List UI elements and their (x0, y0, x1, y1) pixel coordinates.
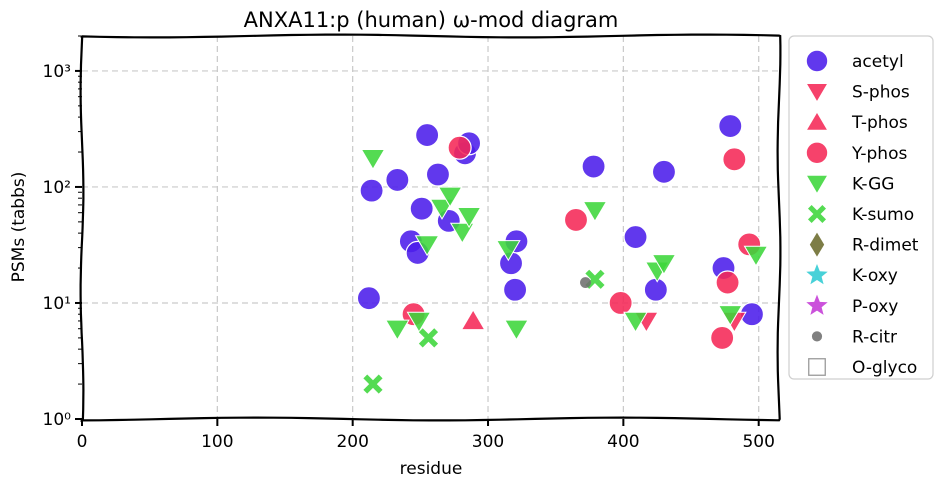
x-tick-label: 400 (607, 432, 639, 452)
legend-marker (806, 264, 828, 285)
x-axis-label: residue (400, 459, 463, 479)
data-point-acetyl (643, 277, 668, 302)
data-point-k-gg (504, 319, 529, 341)
data-point-y-phos (715, 270, 740, 295)
data-point-k-gg (414, 235, 440, 257)
grid-lines (82, 36, 779, 419)
y-axis-ticks: 10⁰ 10¹ 10² 10³ (43, 35, 82, 430)
legend-label: T-phos (851, 113, 908, 133)
data-point-acetyl (356, 286, 382, 311)
data-point-k-gg (651, 254, 677, 276)
data-point-k-gg (743, 245, 769, 267)
legend-marker (805, 141, 829, 165)
data-point-k-gg (360, 149, 386, 171)
y-tick-label: 10³ (43, 62, 71, 82)
legend-box (788, 35, 934, 380)
data-point-k-gg (384, 319, 410, 341)
data-point-acetyl (623, 224, 648, 250)
data-point-k-gg (406, 311, 432, 333)
data-point-y-phos (710, 325, 735, 351)
data-point-y-phos (722, 147, 747, 172)
legend-marker (805, 49, 829, 73)
x-tick-label: 500 (742, 432, 774, 452)
legend-label: K-sumo (852, 205, 914, 225)
data-point-acetyl (425, 162, 451, 187)
data-point-k-gg (437, 186, 463, 208)
legend: acetyl S-phos T-phos Y-phos K-GG K-sumo R-dime… (788, 35, 934, 380)
legend-marker (805, 83, 829, 103)
data-point-acetyl (414, 122, 440, 148)
data-point-k-gg (582, 201, 608, 223)
data-point-k-gg (623, 311, 648, 333)
data-point-y-phos (563, 207, 589, 233)
legend-label: R-dimet (852, 236, 919, 256)
data-point-acetyl (502, 277, 528, 302)
data-point-k-gg (456, 207, 482, 229)
data-point-k-sumo (418, 328, 439, 348)
legend-items: acetyl S-phos T-phos Y-phos K-GG K-sumo R-dime… (805, 49, 919, 378)
data-point-r-citr (580, 277, 591, 288)
x-axis-ticks: 0 100 200 300 400 500 (77, 419, 775, 452)
x-tick-label: 300 (472, 432, 504, 452)
x-tick-label: 100 (201, 432, 233, 452)
x-tick-label: 0 (77, 432, 88, 452)
legend-label: S-phos (852, 83, 910, 103)
legend-label: O-glyco (852, 358, 917, 378)
legend-marker (805, 174, 829, 195)
y-tick-label: 10² (43, 178, 71, 198)
legend-marker (808, 358, 826, 376)
data-point-acetyl (409, 196, 434, 221)
data-point-acetyl (651, 159, 677, 184)
plot-frame (79, 33, 782, 422)
data-point-t-phos (460, 309, 486, 331)
data-point-acetyl (581, 154, 606, 179)
data-points (356, 113, 769, 394)
legend-label: acetyl (852, 52, 904, 72)
x-tick-label: 200 (336, 432, 368, 452)
legend-marker (809, 232, 825, 257)
data-point-acetyl (385, 167, 410, 193)
data-point-k-sumo (363, 374, 383, 394)
legend-label: K-GG (852, 174, 894, 194)
data-point-y-phos (608, 290, 633, 316)
legend-marker (806, 294, 828, 315)
y-axis-label: PSMs (tabbs) (9, 172, 29, 283)
data-point-k-gg (429, 198, 455, 220)
data-point-k-gg (717, 305, 743, 327)
data-point-acetyl (359, 178, 384, 203)
y-tick-label: 10⁰ (43, 410, 72, 430)
legend-marker (811, 331, 823, 342)
legend-label: K-oxy (852, 266, 898, 286)
data-point-k-gg (449, 222, 475, 244)
data-point-y-phos (447, 135, 472, 160)
legend-marker (805, 110, 829, 131)
chart-title: ANXA11:p (human) ω-mod diagram (244, 8, 619, 32)
legend-label: R-citr (852, 327, 897, 347)
y-tick-label: 10¹ (43, 294, 71, 314)
legend-marker (808, 205, 826, 223)
data-point-k-gg (495, 240, 521, 262)
legend-label: Y-phos (851, 144, 907, 164)
data-point-acetyl (718, 113, 743, 139)
legend-label: P-oxy (852, 297, 898, 317)
